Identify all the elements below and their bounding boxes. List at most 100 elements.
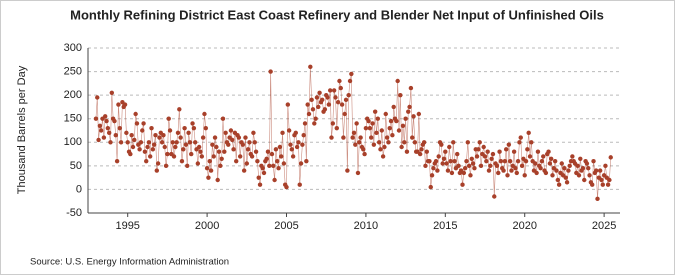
y-tick-label: -50 <box>66 207 82 219</box>
source-note: Source: U.S. Energy Information Administ… <box>30 257 229 268</box>
data-point <box>316 104 321 110</box>
data-point <box>268 69 273 74</box>
data-point <box>522 173 527 178</box>
data-point <box>582 177 587 183</box>
data-point <box>257 182 263 187</box>
data-point <box>527 154 533 159</box>
data-point <box>464 158 469 164</box>
data-point <box>474 154 480 159</box>
data-point <box>593 168 599 173</box>
data-point <box>590 182 595 187</box>
data-point <box>267 163 272 169</box>
data-point <box>306 111 312 117</box>
data-point <box>308 64 313 70</box>
data-point <box>302 121 308 126</box>
data-point <box>155 161 161 166</box>
data-point <box>396 128 402 133</box>
data-point <box>325 95 330 100</box>
data-point <box>134 121 140 126</box>
data-point <box>367 125 373 131</box>
data-point <box>538 166 543 171</box>
data-point <box>576 173 582 178</box>
data-point <box>444 161 449 166</box>
data-point <box>133 111 138 117</box>
data-point <box>251 130 256 136</box>
data-point <box>240 142 246 147</box>
data-point <box>498 158 504 164</box>
data-point <box>118 140 124 145</box>
data-point <box>424 149 429 154</box>
data-point <box>222 149 227 154</box>
data-point <box>394 118 399 124</box>
data-point <box>370 121 375 126</box>
data-point <box>326 102 332 107</box>
data-point <box>179 158 185 164</box>
data-point <box>163 163 169 169</box>
data-point <box>317 90 322 95</box>
data-point <box>591 158 596 164</box>
data-point <box>234 158 239 164</box>
data-point <box>174 140 179 145</box>
data-point <box>350 135 355 140</box>
data-point <box>378 147 383 152</box>
data-point <box>525 147 530 152</box>
data-point <box>142 149 148 154</box>
data-point <box>546 149 551 154</box>
data-point <box>484 158 489 164</box>
data-point <box>178 135 183 140</box>
data-point <box>140 128 145 133</box>
data-point <box>362 151 367 157</box>
data-point <box>154 168 160 173</box>
data-point <box>407 104 412 110</box>
data-point <box>245 147 251 152</box>
data-point <box>506 142 512 147</box>
data-point <box>256 175 261 180</box>
data-point <box>253 149 259 154</box>
data-point <box>150 147 156 152</box>
data-point <box>211 154 216 159</box>
data-point <box>547 161 553 166</box>
data-point <box>189 151 194 157</box>
data-point <box>117 125 122 131</box>
data-point <box>183 142 189 147</box>
data-point <box>157 135 162 140</box>
data-point <box>398 92 403 98</box>
data-point <box>247 140 252 145</box>
data-point <box>198 149 203 154</box>
data-point <box>339 102 345 107</box>
data-point <box>492 194 497 199</box>
data-point <box>488 163 493 169</box>
data-point <box>284 184 289 190</box>
data-line <box>95 66 612 199</box>
data-point <box>599 177 604 183</box>
data-point <box>329 135 334 140</box>
data-point <box>374 130 379 136</box>
data-point <box>353 142 358 147</box>
data-point <box>584 161 590 166</box>
data-point <box>423 163 428 169</box>
data-point <box>501 168 506 173</box>
data-point <box>220 116 226 121</box>
data-point <box>496 170 501 176</box>
data-point <box>96 137 101 143</box>
data-point <box>335 100 341 105</box>
data-point <box>207 158 212 164</box>
data-point <box>375 116 381 121</box>
data-point <box>575 163 580 169</box>
data-point <box>241 168 247 173</box>
data-point <box>228 128 234 133</box>
x-tick-label: 2020 <box>512 220 536 232</box>
data-point <box>472 166 477 171</box>
data-point <box>505 173 510 178</box>
data-point <box>333 95 338 100</box>
data-point <box>231 147 236 152</box>
data-point <box>440 161 445 166</box>
data-point <box>416 111 422 117</box>
data-point <box>312 121 317 126</box>
data-point <box>182 125 187 131</box>
data-point <box>215 177 220 183</box>
x-tick-label: 1995 <box>115 220 139 232</box>
data-point <box>559 161 564 166</box>
data-point <box>351 130 357 136</box>
